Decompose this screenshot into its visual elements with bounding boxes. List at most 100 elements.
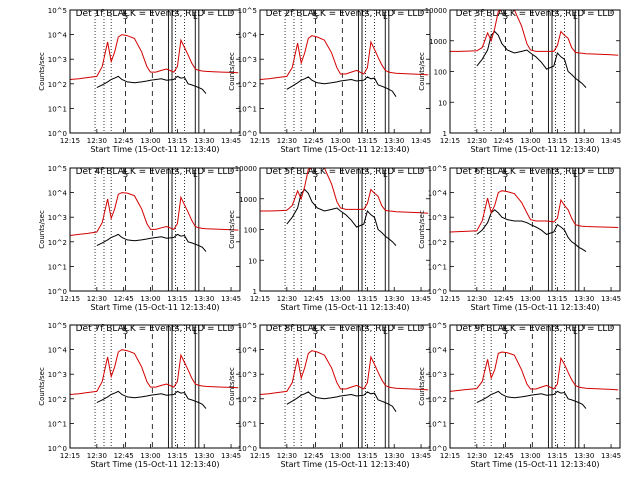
panel-4-marker-label-s: S	[123, 170, 128, 179]
panel-1-y-tick-label: 10^3	[48, 56, 67, 64]
panel-3-series-events-line	[476, 30, 587, 88]
panel-3-x-tick-label: 12:45	[494, 137, 514, 145]
panel-8-series-events-line	[286, 391, 397, 412]
panel-8-y-tick-label: 10^4	[238, 347, 258, 355]
panel-5-x-tick-label: 13:45	[411, 295, 431, 303]
panel-5-series-events-line	[286, 188, 397, 246]
panel-9-series-events-line	[476, 390, 587, 409]
panel-8-y-tick-label: 10^2	[238, 396, 257, 404]
panel-8-x-tick-label: 13:00	[330, 452, 350, 460]
panel-4-axes-frame	[69, 167, 241, 292]
panel-3-x-axis-label: Start Time (15-Oct-11 12:13:40)	[470, 145, 599, 154]
panel-3-x-tick-label: 12:15	[440, 137, 460, 145]
panel-4-title: Det 4f BLACK = Events, RED = LLD	[76, 167, 235, 177]
panel-2-axes-frame	[259, 9, 431, 134]
panel-1-x-tick-label: 12:15	[60, 137, 80, 145]
panel-4-x-tick-label: 13:30	[194, 295, 214, 303]
panel-9-x-tick-label: 13:45	[601, 452, 621, 460]
panel-4-x-tick-label: 13:15	[167, 295, 187, 303]
panel-1-title: Det 1f BLACK = Events, RED = LLD	[76, 9, 235, 19]
panel-8-y-tick-label: 10^1	[238, 420, 257, 428]
panel-2-x-axis-label: Start Time (15-Oct-11 12:13:40)	[280, 145, 409, 154]
panel-6-x-tick-label: 13:30	[574, 295, 594, 303]
panel-4-y-tick-label: 10^0	[48, 288, 67, 296]
panel-7-x-tick-label: 13:45	[221, 452, 241, 460]
panel-9-x-axis-label: Start Time (15-Oct-11 12:13:40)	[470, 460, 599, 469]
panel-7-marker-label-s: S	[123, 327, 128, 336]
panel-2-y-tick-label: 10^3	[238, 56, 257, 64]
panel-9-x-tick-label: 12:45	[494, 452, 514, 460]
panel-8-x-tick-label: 12:30	[277, 452, 297, 460]
panel-3-x-tick-label: 13:00	[520, 137, 540, 145]
panel-3-y-tick-label: 10	[438, 99, 447, 107]
panel-6-y-axis-label: Counts/sec	[418, 210, 426, 249]
panel-5-y-tick-label: 1	[253, 288, 257, 296]
panel-9-y-axis-label: Counts/sec	[418, 367, 426, 406]
panel-3-title: Det 3f BLACK = Events, RED = LLD	[456, 9, 615, 19]
panel-1-x-tick-label: 12:30	[87, 137, 107, 145]
panel-2-x-tick-label: 12:15	[250, 137, 270, 145]
panel-2-y-axis-label: Counts/sec	[228, 52, 236, 91]
panel-7-y-tick-label: 10^0	[48, 445, 67, 453]
panel-9-x-tick-label: 13:00	[520, 452, 540, 460]
panel-2-y-tick-label: 10^2	[238, 81, 257, 89]
panel-3-y-tick-label: 1000	[429, 38, 447, 46]
panel-9-y-tick-label: 10^5	[428, 322, 447, 330]
panel-5-axes-frame	[259, 167, 431, 292]
panel-1-y-tick-label: 10^4	[48, 32, 68, 40]
panel-9-y-tick-label: 10^2	[428, 396, 447, 404]
panel-6-x-tick-label: 13:15	[547, 295, 567, 303]
panel-7-x-tick-label: 13:30	[194, 452, 214, 460]
panel-7-y-axis-label: Counts/sec	[38, 367, 46, 406]
panel-9-y-tick-label: 10^0	[428, 445, 447, 453]
panel-5-y-tick-label: 10	[248, 257, 257, 265]
panel-6-series-events-line	[476, 209, 587, 253]
panel-1-x-tick-label: 13:45	[221, 137, 241, 145]
panel-6-x-tick-label: 12:30	[467, 295, 487, 303]
panel-3-y-tick-label: 100	[434, 69, 447, 77]
panel-6-y-tick-label: 10^2	[428, 239, 447, 247]
panel-5-y-axis-label: Counts/sec	[228, 210, 236, 249]
panel-5-x-tick-label: 13:00	[330, 295, 350, 303]
panel-4-x-tick-label: 13:00	[140, 295, 160, 303]
panel-2-x-tick-label: 13:15	[357, 137, 377, 145]
panel-2-y-tick-label: 10^4	[238, 32, 258, 40]
panel-3-series-lld-line	[450, 9, 619, 56]
panel-7-x-tick-label: 12:15	[60, 452, 80, 460]
panel-7-series-lld-line	[69, 349, 239, 395]
panel-6-x-tick-label: 13:00	[520, 295, 540, 303]
panel-6-axes-frame	[449, 167, 621, 292]
panel-1-y-tick-label: 10^1	[48, 105, 67, 113]
panel-6-x-axis-label: Start Time (15-Oct-11 12:13:40)	[470, 303, 599, 312]
panel-8-title: Det 8f BLACK = Events, RED = LLD	[266, 324, 425, 334]
panel-8-x-tick-label: 12:45	[304, 452, 324, 460]
panel-1-x-tick-label: 13:15	[167, 137, 187, 145]
panel-1-series-events-line	[96, 75, 207, 94]
panel-6-x-tick-label: 13:45	[601, 295, 621, 303]
panel-8-y-tick-label: 10^0	[238, 445, 257, 453]
panel-8-y-tick-label: 10^3	[238, 371, 257, 379]
panel-8-axes-frame	[259, 324, 431, 449]
panel-1-x-tick-label: 13:00	[140, 137, 160, 145]
panel-9-y-tick-label: 10^4	[428, 347, 448, 355]
panel-5-y-tick-label: 1000	[239, 196, 257, 204]
panel-4-series-lld-line	[69, 192, 239, 236]
panel-9-x-tick-label: 13:15	[547, 452, 567, 460]
panel-2-x-tick-label: 12:45	[304, 137, 324, 145]
panel-4-y-tick-label: 10^3	[48, 214, 67, 222]
panel-2-x-tick-label: 12:30	[277, 137, 297, 145]
panel-9-marker-label-l: L	[573, 327, 578, 336]
panel-1-y-axis-label: Counts/sec	[38, 52, 46, 91]
panel-1-x-tick-label: 12:45	[114, 137, 134, 145]
panel-2-x-tick-label: 13:45	[411, 137, 431, 145]
panel-3-y-tick-label: 10000	[425, 7, 447, 15]
panel-1-y-tick-label: 10^5	[48, 7, 67, 15]
panel-7-axes-frame	[69, 324, 241, 449]
panel-1-axes-frame	[69, 9, 241, 134]
panel-7-y-tick-label: 10^1	[48, 420, 67, 428]
panel-7-series-events-line	[96, 390, 207, 409]
panel-2-x-tick-label: 13:00	[330, 137, 350, 145]
panel-4-y-axis-label: Counts/sec	[38, 210, 46, 249]
panel-4-y-tick-label: 10^5	[48, 165, 67, 173]
panel-4-marker-label-l: L	[193, 170, 198, 179]
